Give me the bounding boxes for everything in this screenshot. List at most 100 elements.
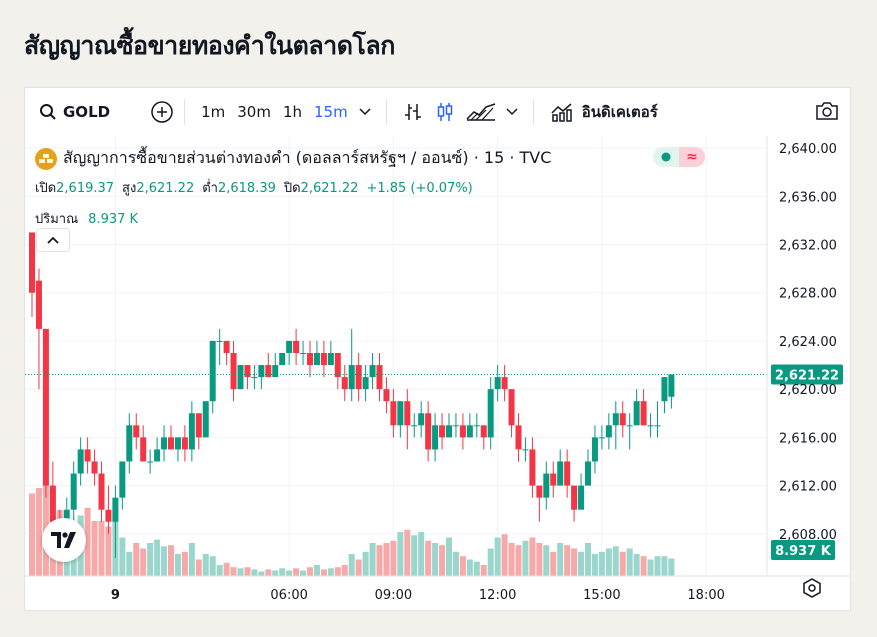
volume-bar bbox=[188, 543, 195, 576]
candle-body bbox=[244, 365, 251, 378]
volume-bar bbox=[286, 570, 293, 576]
interval-1m[interactable]: 1m bbox=[201, 103, 226, 121]
collapse-legend-button[interactable] bbox=[36, 228, 70, 252]
volume-bar bbox=[654, 556, 661, 576]
candle-body bbox=[91, 461, 98, 474]
wave-icon: ≈ bbox=[679, 147, 705, 167]
toolbar-divider bbox=[184, 99, 186, 125]
candle-body bbox=[522, 449, 529, 451]
volume-bar bbox=[598, 551, 605, 576]
candle-body bbox=[84, 449, 91, 462]
close-label: ปิด bbox=[283, 181, 301, 196]
candle-body bbox=[508, 389, 515, 426]
volume-bar bbox=[459, 556, 466, 576]
legend-title[interactable]: สัญญาการซื้อขายส่วนต่างทองคำ (ดอลลาร์สหร… bbox=[63, 148, 552, 167]
interval-dropdown-button[interactable] bbox=[354, 108, 376, 116]
candle-body bbox=[459, 425, 466, 438]
volume-bar bbox=[564, 545, 571, 576]
candle-body bbox=[327, 352, 334, 366]
compare-symbol-button[interactable] bbox=[150, 100, 174, 124]
area-chart-icon bbox=[466, 103, 495, 121]
volume-bar bbox=[383, 543, 390, 576]
candle-body bbox=[168, 437, 174, 450]
tradingview-logo[interactable] bbox=[42, 518, 86, 562]
candle-body bbox=[341, 377, 348, 390]
area-chart-type-button[interactable] bbox=[461, 102, 501, 122]
snapshot-button[interactable] bbox=[814, 100, 840, 126]
volume-bar bbox=[140, 548, 147, 576]
price-chart[interactable]: 2,621.22 8.937 K 2,640.00 2,636.00 2,632.00… bbox=[25, 88, 851, 611]
candle-body bbox=[279, 352, 286, 366]
candle-body bbox=[578, 485, 585, 510]
y-tick-label: 2,624.00 bbox=[779, 335, 837, 350]
candle-body bbox=[487, 389, 494, 438]
candle-body bbox=[77, 449, 84, 474]
volume-bar bbox=[341, 565, 348, 576]
x-tick-label: 12:00 bbox=[479, 588, 516, 603]
interval-15m[interactable]: 15m bbox=[314, 103, 348, 121]
volume-bar bbox=[619, 551, 626, 576]
toolbar-divider bbox=[532, 99, 534, 125]
chart-settings-button[interactable] bbox=[802, 578, 822, 602]
camera-icon bbox=[816, 102, 838, 120]
candle-body bbox=[654, 425, 661, 427]
candle-body bbox=[633, 401, 640, 426]
candle-body bbox=[605, 425, 612, 438]
volume-bar bbox=[119, 537, 126, 576]
y-tick-label: 2,628.00 bbox=[779, 287, 837, 302]
volume-bar bbox=[244, 567, 251, 576]
volume-bar bbox=[216, 565, 223, 576]
y-tick-label: 2,632.00 bbox=[779, 238, 837, 253]
volume-bar bbox=[487, 548, 494, 576]
symbol-search-button[interactable]: GOLD bbox=[39, 103, 110, 121]
volume-bar bbox=[591, 554, 598, 576]
candle-body bbox=[536, 485, 543, 498]
candle-body bbox=[348, 365, 355, 390]
candle-body bbox=[272, 365, 279, 378]
volume-bar bbox=[418, 532, 425, 576]
candle-body bbox=[418, 413, 425, 426]
volume-bar bbox=[320, 569, 327, 576]
candle-body bbox=[473, 425, 480, 427]
volume-bar bbox=[404, 529, 411, 576]
candlestick-chart-type-button[interactable] bbox=[429, 101, 461, 123]
volume-bar bbox=[98, 521, 105, 576]
volume-bar bbox=[223, 562, 230, 576]
volume-bar bbox=[251, 569, 258, 576]
candle-body bbox=[404, 401, 411, 426]
candle-body bbox=[147, 461, 154, 463]
candle-body bbox=[452, 425, 459, 427]
candle-body bbox=[446, 425, 452, 438]
x-tick-label: 15:00 bbox=[583, 588, 620, 603]
candle-body bbox=[376, 365, 383, 390]
candle-body bbox=[300, 352, 307, 354]
chart-type-dropdown-button[interactable] bbox=[501, 108, 523, 116]
last-price-line: 2,621.22 8.937 K bbox=[25, 364, 843, 560]
volume-bar bbox=[466, 559, 473, 576]
candle-body bbox=[140, 437, 147, 462]
chevron-up-icon bbox=[47, 236, 59, 244]
volume-bar bbox=[557, 543, 564, 576]
volume-bar bbox=[265, 569, 272, 576]
candle-body bbox=[571, 485, 578, 510]
chevron-down-icon bbox=[506, 108, 518, 116]
bar-chart-type-button[interactable] bbox=[397, 101, 429, 123]
toggle-on-dot bbox=[653, 147, 679, 167]
candle-body bbox=[181, 437, 188, 450]
candle-body bbox=[661, 377, 668, 402]
volume-bar bbox=[168, 545, 174, 576]
volume-bar bbox=[578, 551, 585, 576]
candle-body bbox=[668, 374, 675, 397]
candle-body bbox=[195, 413, 202, 438]
x-tick-label: 18:00 bbox=[687, 588, 724, 603]
interval-30m[interactable]: 30m bbox=[237, 103, 271, 121]
volume-bar bbox=[300, 570, 307, 576]
indicators-button[interactable]: อินดิเคเตอร์ bbox=[550, 100, 658, 124]
series-toggle[interactable]: ≈ bbox=[653, 147, 705, 167]
volume-bar bbox=[133, 543, 140, 576]
interval-1h[interactable]: 1h bbox=[282, 103, 302, 121]
chart-toolbar: GOLD 1m 30m 1h 15m อินดิเคเตอร์ bbox=[25, 88, 850, 136]
candle-body bbox=[188, 413, 195, 450]
volume-bar bbox=[202, 554, 209, 576]
volume-bar bbox=[237, 568, 244, 576]
